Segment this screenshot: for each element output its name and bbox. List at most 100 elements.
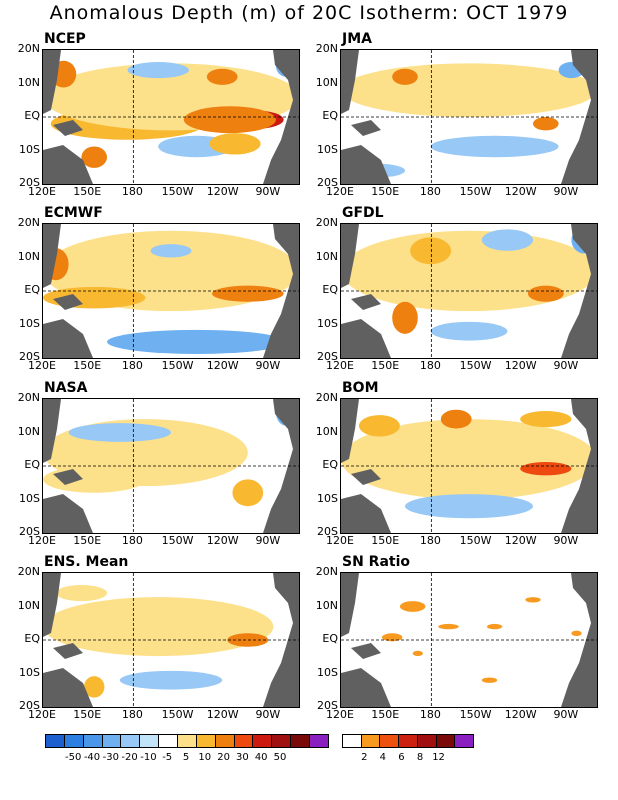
- anomaly-contour: [381, 633, 403, 642]
- legend-swatch: [140, 735, 160, 747]
- anomaly-contour: [481, 229, 533, 251]
- anomaly-color-legend: [45, 734, 329, 748]
- anomaly-contour: [571, 630, 582, 636]
- panel-title-ncep: NCEP: [44, 31, 86, 47]
- lat-label: 20S: [317, 350, 338, 363]
- lat-label: 10N: [315, 75, 338, 89]
- figure-title: Anomalous Depth (m) of 20C Isotherm: OCT…: [49, 2, 569, 24]
- lat-label: 10N: [17, 598, 40, 612]
- lat-label: 20S: [19, 525, 40, 538]
- legend-label: -10: [140, 752, 157, 763]
- panel-title-ecmwf: ECMWF: [44, 205, 103, 221]
- lon-label: 150W: [161, 359, 194, 372]
- lat-label: 20N: [315, 216, 338, 229]
- lat-label: 20S: [317, 176, 338, 189]
- lat-label: 10S: [19, 316, 40, 330]
- lon-label: 90W: [255, 359, 281, 372]
- legend-swatch: [399, 735, 418, 747]
- lon-label: 150W: [459, 185, 492, 198]
- anomaly-contour: [68, 423, 171, 442]
- lat-label: EQ: [24, 458, 40, 471]
- anomaly-contour: [392, 301, 418, 334]
- legend-label: 5: [182, 752, 190, 763]
- lon-label: 90W: [255, 708, 281, 721]
- lat-label: 10S: [317, 665, 338, 679]
- lon-label: 180: [121, 359, 143, 372]
- lon-label: 180: [419, 359, 441, 372]
- lat-label: 10S: [19, 491, 40, 505]
- anomaly-contour: [438, 623, 459, 630]
- lon-label: 120W: [206, 359, 239, 372]
- lon-label: 90W: [553, 708, 579, 721]
- map-panel-ncep: [42, 49, 300, 185]
- lat-label: 10N: [17, 424, 40, 438]
- legend-swatch: [64, 735, 84, 747]
- legend-swatch: [436, 735, 456, 747]
- anomaly-contour: [183, 106, 276, 134]
- lon-label: 150W: [161, 534, 194, 547]
- lat-label: 20S: [317, 525, 338, 538]
- panel-title-nasa: NASA: [44, 380, 88, 396]
- legend-label: 2: [361, 752, 368, 763]
- anomaly-contour: [520, 461, 572, 476]
- lat-label: 20N: [17, 565, 40, 578]
- map-panel-jma: [340, 49, 598, 185]
- panel-title-bom: BOM: [342, 380, 379, 396]
- legend-swatch: [361, 735, 381, 747]
- legend-label: -30: [102, 752, 119, 763]
- lat-label: 10S: [317, 491, 338, 505]
- lat-label: 20S: [317, 699, 338, 712]
- lon-label: 180: [121, 185, 143, 198]
- land-mask: [43, 573, 299, 707]
- anomaly-contour: [127, 62, 189, 79]
- anomaly-contour: [430, 321, 508, 341]
- lat-label: EQ: [322, 109, 338, 122]
- anomaly-contour: [527, 285, 564, 302]
- map-panel-sn: [340, 572, 598, 708]
- lat-label: EQ: [322, 283, 338, 296]
- lon-label: 180: [121, 534, 143, 547]
- anomaly-contour: [209, 133, 261, 155]
- anomaly-contour: [430, 135, 559, 158]
- legend-swatch: [178, 735, 197, 747]
- anomaly-contour: [232, 479, 264, 507]
- lon-label: 120E: [326, 708, 354, 721]
- anomaly-contour: [341, 419, 597, 500]
- legend-label: 30: [236, 752, 249, 763]
- anomaly-contour: [119, 670, 223, 690]
- legend-swatch: [380, 735, 400, 747]
- lat-label: 10N: [315, 598, 338, 612]
- lat-label: EQ: [24, 283, 40, 296]
- anomaly-contour: [43, 466, 146, 493]
- anomaly-contour: [533, 117, 559, 131]
- lon-label: 150E: [371, 534, 400, 547]
- land-mask: [43, 224, 299, 358]
- lon-label: 120W: [504, 534, 537, 547]
- legend-swatch: [291, 735, 311, 747]
- lon-label: 90W: [255, 534, 281, 547]
- land-mask: [43, 399, 299, 533]
- lat-label: 20N: [17, 216, 40, 229]
- legend-label: 40: [254, 752, 268, 763]
- anomaly-contour: [525, 597, 541, 603]
- map-panel-bom: [340, 398, 598, 534]
- land-mask: [341, 399, 597, 533]
- anomaly-contour: [440, 409, 472, 429]
- anomaly-contour: [412, 650, 423, 657]
- anomaly-contour: [150, 244, 192, 258]
- anomaly-contour: [227, 633, 269, 647]
- lon-label: 120W: [504, 185, 537, 198]
- lat-label: 10N: [315, 249, 338, 263]
- legend-swatch: [253, 735, 273, 747]
- lat-label: 10N: [17, 75, 40, 89]
- legend-label: 10: [198, 752, 212, 763]
- legend-label: 20: [217, 752, 230, 763]
- anomaly-contour: [399, 601, 426, 612]
- lon-label: 120W: [504, 359, 537, 372]
- anomaly-contour: [43, 597, 274, 657]
- panel-title-ens: ENS. Mean: [44, 554, 129, 570]
- lon-label: 90W: [255, 185, 281, 198]
- legend-label: -40: [83, 752, 101, 763]
- anomaly-contour: [410, 237, 452, 265]
- legend-swatch: [159, 735, 179, 747]
